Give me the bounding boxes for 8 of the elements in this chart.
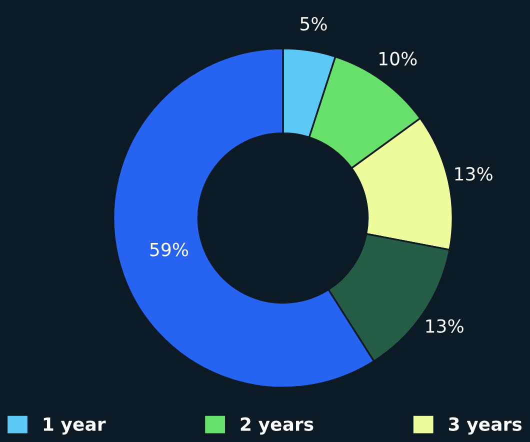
data-label: 59% [150,242,188,256]
data-label: 13% [426,319,464,333]
data-label: 13% [455,167,492,181]
legend-label: 1 year [44,418,106,435]
data-label: 5% [300,16,327,31]
legend-label: 2 years [240,417,314,435]
legend-label: 3 years [448,417,522,435]
data-label: 10% [380,52,417,66]
